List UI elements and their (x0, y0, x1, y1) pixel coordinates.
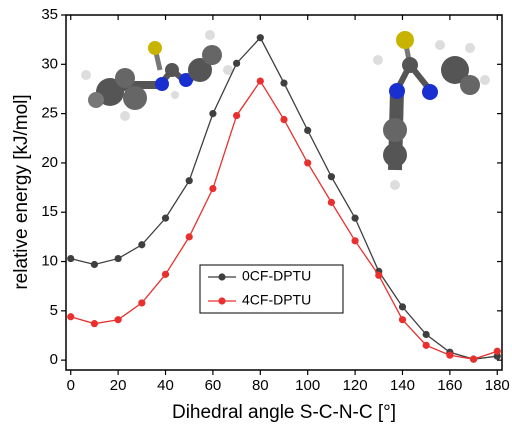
data-point (67, 313, 74, 320)
plot-frame (66, 15, 502, 370)
legend-label: 0CF-DPTU (242, 268, 311, 284)
data-point (328, 173, 335, 180)
data-point (494, 348, 501, 355)
data-point (446, 352, 453, 359)
data-point (209, 185, 216, 192)
data-point (115, 316, 122, 323)
y-tick-label: 10 (41, 252, 58, 269)
data-point (423, 331, 430, 338)
data-point (375, 272, 382, 279)
x-tick-label: 100 (295, 377, 320, 394)
data-point (233, 60, 240, 67)
x-tick-label: 80 (252, 377, 269, 394)
data-point (186, 177, 193, 184)
y-tick-label: 0 (50, 351, 58, 368)
x-tick-label: 140 (390, 377, 415, 394)
data-point (233, 112, 240, 119)
data-point (351, 215, 358, 222)
legend-marker (218, 297, 225, 304)
data-point (162, 271, 169, 278)
y-tick-label: 25 (41, 105, 58, 122)
legend-marker (218, 273, 225, 280)
data-point (91, 320, 98, 327)
x-tick-label: 180 (485, 377, 510, 394)
y-tick-label: 15 (41, 203, 58, 220)
data-point (280, 116, 287, 123)
data-point (351, 237, 358, 244)
y-axis-title: relative energy [kJ/mol] (11, 94, 32, 289)
molecule-left (81, 30, 233, 121)
y-tick-label: 20 (41, 154, 58, 171)
data-point (91, 261, 98, 268)
data-point (257, 77, 264, 84)
y-tick-label: 5 (50, 302, 58, 319)
y-tick-label: 30 (41, 55, 58, 72)
data-point (138, 241, 145, 248)
x-tick-label: 120 (343, 377, 368, 394)
data-point (470, 356, 477, 363)
x-tick-label: 0 (67, 377, 75, 394)
data-point (209, 110, 216, 117)
x-tick-label: 160 (437, 377, 462, 394)
data-point (186, 233, 193, 240)
molecule-right (373, 31, 490, 190)
y-tick-label: 35 (41, 6, 58, 23)
data-point (257, 34, 264, 41)
data-point (328, 199, 335, 206)
chart: Dihedral angle S-C-N-C [°] relative ener… (0, 0, 512, 430)
x-axis-title: Dihedral angle S-C-N-C [°] (172, 402, 396, 423)
legend-label: 4CF-DPTU (242, 292, 311, 308)
data-point (304, 159, 311, 166)
data-point (67, 255, 74, 262)
data-point (304, 127, 311, 134)
data-point (399, 316, 406, 323)
data-point (115, 255, 122, 262)
data-point (280, 79, 287, 86)
data-point (423, 342, 430, 349)
data-point (399, 303, 406, 310)
x-tick-label: 40 (157, 377, 174, 394)
data-point (138, 299, 145, 306)
x-tick-label: 60 (205, 377, 222, 394)
x-tick-label: 20 (110, 377, 127, 394)
data-point (162, 215, 169, 222)
